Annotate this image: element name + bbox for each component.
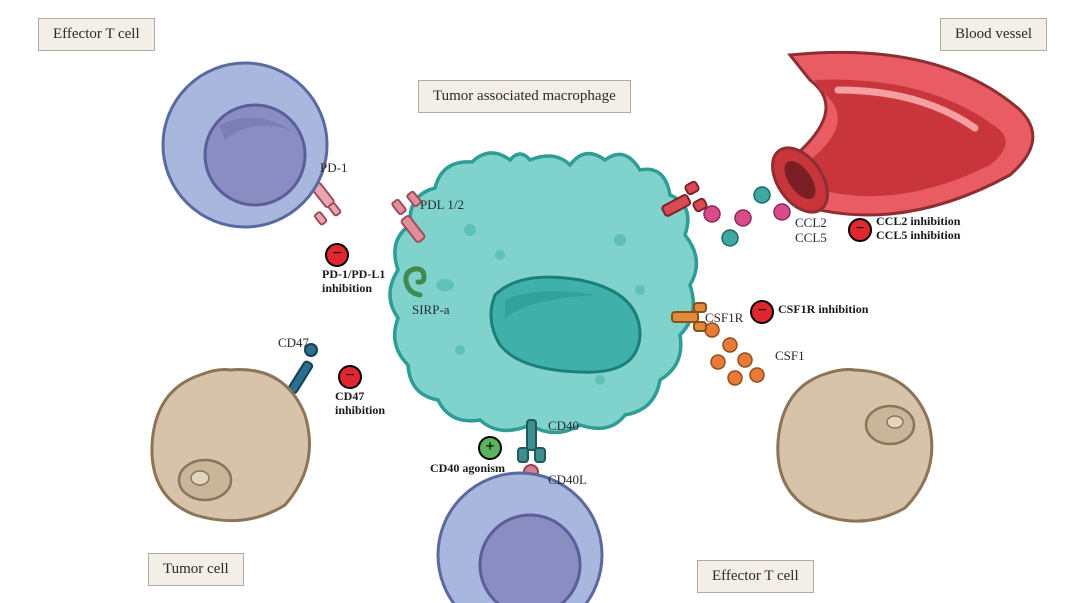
cd47-marker-icon: − (338, 365, 362, 389)
cd40l-label: CD40L (548, 472, 587, 488)
effector-tcell-bottom-box: Effector T cell (697, 560, 814, 593)
tumor-left-shape (152, 370, 310, 521)
ccl5-label: CCL5 (795, 230, 827, 246)
tumor-right-shape (778, 370, 932, 522)
tcell-bottom-shape (438, 473, 602, 603)
csf1-dots (705, 323, 764, 385)
ccl5-therapy: CCL5 inhibition (876, 229, 960, 243)
cd47-label: CD47 (278, 335, 309, 351)
tcell-top-shape (163, 63, 327, 227)
cd40-therapy: CD40 agonism (430, 462, 505, 476)
pd1-therapy: PD-1/PD-L1 inhibition (322, 268, 385, 296)
sirpa-label: SIRP-a (412, 302, 450, 318)
cd40-marker-icon: + (478, 436, 502, 460)
pdl12-label: PDL 1/2 (420, 197, 464, 213)
ccl-marker-icon: − (848, 218, 872, 242)
effector-tcell-label: Effector T cell (38, 18, 155, 51)
csf1-label: CSF1 (775, 348, 805, 364)
csf1r-therapy: CSF1R inhibition (778, 303, 868, 317)
cd47-therapy: CD47 inhibition (335, 390, 385, 418)
blood-vessel-shape (761, 52, 1033, 222)
macrophage-label: Tumor associated macrophage (418, 80, 631, 113)
macrophage-shape (390, 153, 696, 433)
ccl2-label: CCL2 (795, 215, 827, 231)
pd1-marker-icon: − (325, 243, 349, 267)
csf1r-label: CSF1R (705, 310, 743, 326)
blood-vessel-label: Blood vessel (940, 18, 1047, 51)
tumor-cell-label: Tumor cell (148, 553, 244, 586)
pd1-label: PD-1 (320, 160, 347, 176)
ccl-dots (704, 187, 790, 246)
csf1r-marker-icon: − (750, 300, 774, 324)
cd40-label: CD40 (548, 418, 579, 434)
ccl2-therapy: CCL2 inhibition (876, 215, 960, 229)
